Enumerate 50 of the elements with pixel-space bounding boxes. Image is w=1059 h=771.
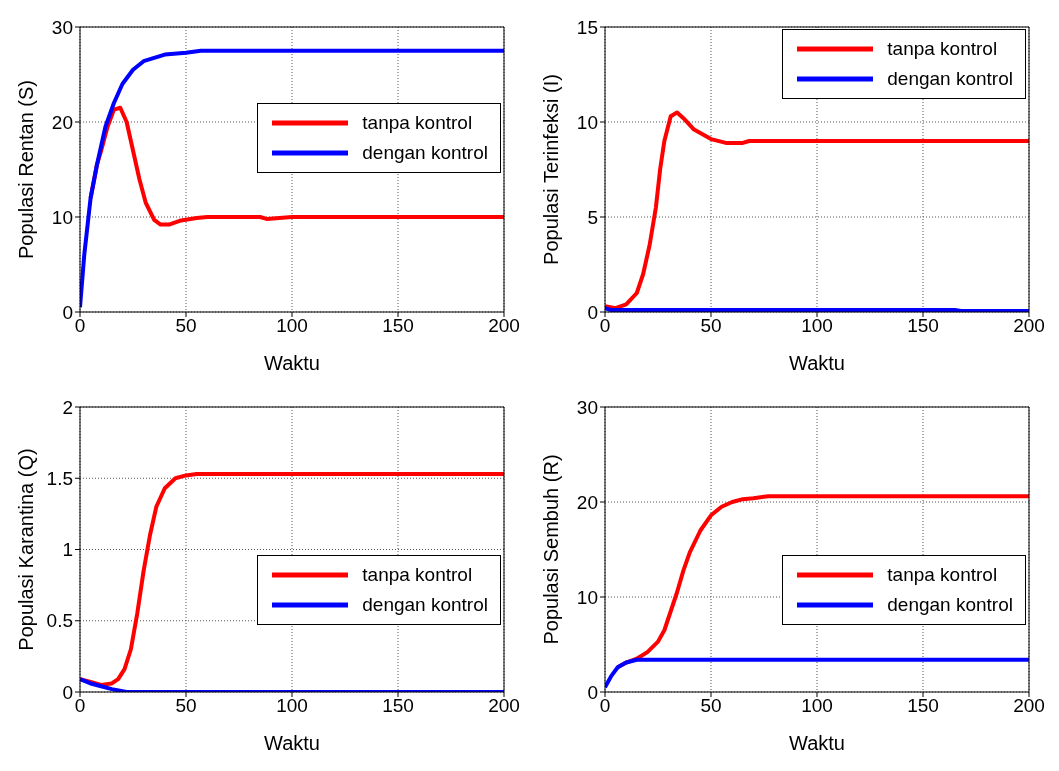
x-axis-title: Waktu [789, 352, 845, 374]
y-tick-label: 10 [576, 111, 598, 133]
x-axis-title: Waktu [264, 352, 320, 374]
x-tick-label: 200 [1013, 695, 1045, 717]
x-tick-label: 100 [276, 315, 308, 337]
x-tick-label: 100 [276, 695, 308, 717]
y-tick-label: 0 [62, 301, 73, 323]
x-tick-label: 100 [801, 315, 833, 337]
y-axis-title: Populasi Karantina (Q) [15, 448, 38, 651]
x-tick-label: 50 [700, 315, 722, 337]
y-tick-label: 0 [587, 301, 598, 323]
y-tick-label: 5 [587, 206, 598, 228]
x-tick-label: 150 [382, 695, 414, 717]
y-tick-label: 10 [576, 586, 598, 608]
y-tick-label: 0.5 [46, 610, 73, 632]
x-tick-label: 200 [488, 695, 520, 717]
y-tick-label: 0 [62, 681, 73, 703]
y-tick-label: 1 [62, 539, 73, 561]
y-tick-label: 30 [576, 396, 598, 418]
x-tick-label: 200 [1013, 315, 1045, 337]
legend-label: tanpa kontrol [887, 38, 998, 60]
legend-label: dengan kontrol [887, 68, 1013, 90]
legend-label: tanpa kontrol [887, 563, 998, 586]
legend-label: dengan kontrol [887, 593, 1013, 616]
x-tick-label: 100 [801, 695, 833, 717]
x-axis-title: Waktu [789, 732, 845, 754]
y-axis-title: Populasi Sembuh (R) [540, 454, 563, 645]
legend-label: tanpa kontrol [362, 563, 473, 586]
x-tick-label: 200 [488, 315, 520, 337]
y-tick-label: 10 [51, 206, 73, 228]
legend-label: tanpa kontrol [362, 112, 473, 135]
y-tick-label: 1.5 [46, 467, 73, 489]
y-tick-label: 20 [51, 111, 73, 133]
y-tick-label: 15 [576, 16, 598, 38]
legend-label: dengan kontrol [362, 593, 488, 616]
y-tick-label: 30 [51, 16, 73, 38]
y-axis-title: Populasi Rentan (S) [15, 80, 38, 259]
y-tick-label: 2 [62, 396, 73, 418]
y-axis-title: Populasi Terinfeksi (I) [540, 74, 563, 265]
y-tick-label: 20 [576, 491, 598, 513]
line-series [80, 471, 504, 687]
x-axis-title: Waktu [264, 732, 320, 754]
y-tick-label: 0 [587, 681, 598, 703]
legend-label: dengan kontrol [362, 142, 488, 165]
x-tick-label: 150 [907, 695, 939, 717]
x-tick-label: 50 [175, 695, 197, 717]
x-tick-label: 50 [700, 695, 722, 717]
x-tick-label: 150 [907, 315, 939, 337]
x-tick-label: 50 [175, 315, 197, 337]
x-tick-label: 150 [382, 315, 414, 337]
